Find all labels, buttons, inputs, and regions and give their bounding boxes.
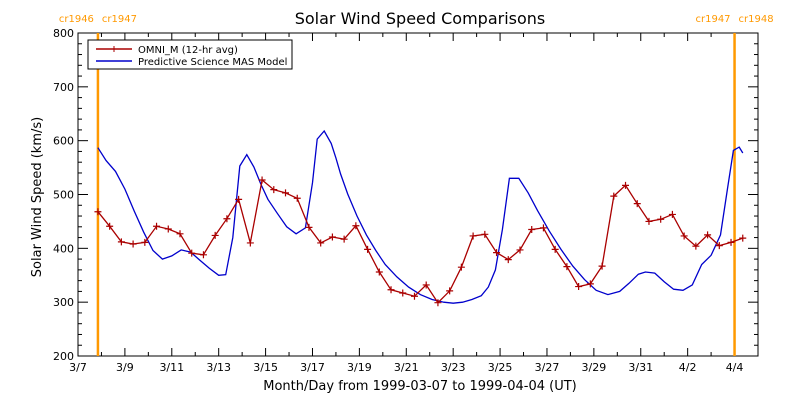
carrington-label-left: cr1946 bbox=[59, 14, 94, 25]
legend-box bbox=[87, 39, 293, 70]
carrington-label-right: cr1947 bbox=[102, 14, 137, 25]
data-point bbox=[352, 222, 360, 230]
data-point bbox=[727, 238, 735, 246]
data-point bbox=[282, 189, 290, 197]
data-point bbox=[305, 223, 313, 231]
data-point bbox=[223, 215, 231, 223]
data-point bbox=[117, 238, 125, 246]
data-point bbox=[715, 242, 723, 250]
carrington-label-left: cr1947 bbox=[695, 14, 730, 25]
data-point bbox=[176, 230, 184, 238]
plot-frame bbox=[77, 32, 759, 357]
data-point bbox=[246, 239, 254, 247]
data-point bbox=[457, 263, 465, 271]
data-point bbox=[153, 222, 161, 230]
data-point bbox=[739, 234, 747, 242]
y-tick-label: 400 bbox=[53, 242, 74, 255]
legend-label: Predictive Science MAS Model bbox=[138, 57, 287, 68]
series-line bbox=[97, 178, 744, 304]
series-layer bbox=[94, 129, 747, 307]
x-tick-label: 3/21 bbox=[394, 361, 419, 374]
carrington-label-right: cr1948 bbox=[739, 14, 774, 25]
data-point bbox=[563, 263, 571, 271]
carrington-markers: cr1946 cr1947 cr1947 cr1948 bbox=[59, 14, 774, 356]
x-tick-label: 3/13 bbox=[206, 361, 231, 374]
x-tick-label: 3/27 bbox=[535, 361, 560, 374]
x-tick-label: 3/29 bbox=[582, 361, 607, 374]
data-point bbox=[645, 217, 653, 225]
data-point bbox=[410, 292, 418, 300]
data-point bbox=[258, 176, 266, 184]
x-tick-label: 3/7 bbox=[69, 361, 87, 374]
data-point bbox=[493, 249, 501, 257]
data-point bbox=[235, 195, 243, 203]
data-point bbox=[598, 262, 606, 270]
data-point bbox=[434, 299, 442, 307]
x-tick-label: 3/23 bbox=[441, 361, 466, 374]
data-point bbox=[328, 233, 336, 241]
data-point bbox=[504, 256, 512, 264]
x-tick-label: 3/9 bbox=[116, 361, 134, 374]
data-point bbox=[446, 287, 454, 295]
y-axis-title: Solar Wind Speed (km/s) bbox=[30, 117, 45, 277]
data-point bbox=[692, 242, 700, 250]
data-point bbox=[164, 225, 172, 233]
x-axis-title: Month/Day from 1999-03-07 to 1999-04-04 … bbox=[263, 379, 576, 394]
data-point bbox=[516, 246, 524, 254]
y-tick-label: 800 bbox=[53, 27, 74, 40]
data-point bbox=[375, 268, 383, 276]
data-point bbox=[188, 249, 196, 257]
data-point bbox=[422, 281, 430, 289]
data-point bbox=[622, 181, 630, 189]
data-point bbox=[270, 186, 278, 194]
data-point bbox=[551, 245, 559, 253]
data-point bbox=[94, 208, 102, 216]
data-point bbox=[141, 238, 149, 246]
x-tick-label: 4/2 bbox=[679, 361, 697, 374]
x-tick-label: 3/25 bbox=[488, 361, 513, 374]
data-point bbox=[293, 194, 301, 202]
data-point bbox=[387, 286, 395, 294]
data-point bbox=[211, 231, 219, 239]
x-tick-label: 3/19 bbox=[347, 361, 372, 374]
data-point bbox=[633, 200, 641, 208]
data-point bbox=[129, 240, 137, 248]
data-point bbox=[680, 232, 688, 240]
data-point bbox=[575, 283, 583, 291]
data-point bbox=[317, 239, 325, 247]
legend-label: OMNI_M (12-hr avg) bbox=[138, 45, 238, 56]
y-tick-label: 300 bbox=[53, 296, 74, 309]
y-tick-label: 700 bbox=[53, 81, 74, 94]
data-point bbox=[364, 245, 372, 253]
axes-layer: 200 300 400 500 600 700 800 3/7 3/9 3/11 3/13 3/15 3… bbox=[53, 27, 759, 374]
x-tick-label: 3/11 bbox=[159, 361, 184, 374]
data-point bbox=[399, 289, 407, 297]
data-point bbox=[704, 231, 712, 239]
data-point bbox=[340, 235, 348, 243]
series-line bbox=[97, 129, 744, 304]
data-point bbox=[481, 230, 489, 238]
x-tick-label: 3/17 bbox=[300, 361, 325, 374]
x-tick-label: 3/31 bbox=[628, 361, 653, 374]
y-tick-label: 200 bbox=[53, 350, 74, 363]
y-tick-label: 500 bbox=[53, 189, 74, 202]
data-point bbox=[539, 224, 547, 232]
data-point bbox=[668, 210, 676, 218]
data-point bbox=[657, 215, 665, 223]
data-point bbox=[528, 225, 536, 233]
data-point bbox=[610, 192, 618, 200]
data-point bbox=[586, 280, 594, 288]
legend: OMNI_M (12-hr avg)Predictive Science MAS… bbox=[87, 39, 293, 70]
y-tick-label: 600 bbox=[53, 135, 74, 148]
x-tick-label: 3/15 bbox=[253, 361, 278, 374]
legend-marker bbox=[111, 46, 117, 52]
data-point bbox=[106, 222, 114, 230]
data-point bbox=[469, 232, 477, 240]
chart-title: Solar Wind Speed Comparisons bbox=[295, 9, 546, 28]
data-point bbox=[199, 251, 207, 259]
x-tick-label: 4/4 bbox=[726, 361, 744, 374]
